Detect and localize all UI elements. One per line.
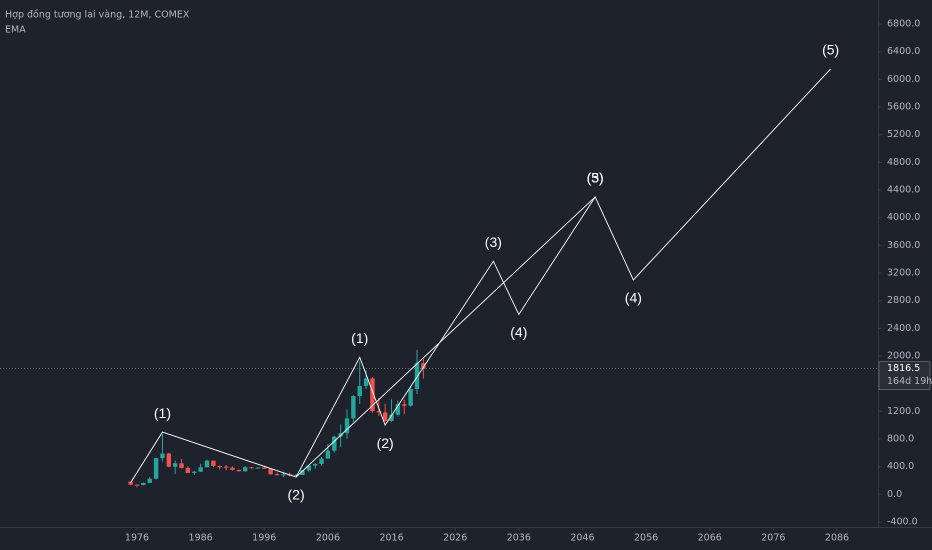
candle-body bbox=[179, 463, 184, 468]
candle-body bbox=[249, 467, 254, 469]
candle-body bbox=[281, 474, 286, 476]
candle-body bbox=[370, 378, 375, 412]
candle-body bbox=[134, 484, 140, 486]
candle-body bbox=[332, 436, 337, 451]
candle-body bbox=[204, 460, 210, 468]
y-tick-label: 4000.0 bbox=[887, 212, 920, 223]
x-tick-label: 2056 bbox=[634, 533, 658, 544]
y-tick-label: 2400.0 bbox=[887, 323, 920, 334]
y-tick-label: 3600.0 bbox=[887, 240, 920, 251]
candle-body bbox=[147, 478, 152, 483]
candle-body bbox=[211, 460, 216, 466]
x-tick-label: 2066 bbox=[698, 533, 722, 544]
candle-body bbox=[242, 467, 248, 472]
y-tick-label: 1200.0 bbox=[887, 406, 920, 417]
candle-body bbox=[185, 467, 191, 473]
candle-body bbox=[230, 467, 235, 470]
wave-label: (1) bbox=[351, 330, 368, 346]
candle-body bbox=[141, 482, 146, 485]
candle-body bbox=[351, 396, 356, 419]
candle-body bbox=[306, 465, 312, 471]
y-tick-label: 5200.0 bbox=[887, 129, 920, 140]
candle-body bbox=[274, 474, 280, 476]
candle-body bbox=[262, 467, 267, 469]
chart-title: Hợp đồng tương lai vàng, 12M, COMEX bbox=[5, 10, 190, 21]
y-tick-label: 4400.0 bbox=[887, 185, 920, 196]
y-tick-label: -400.0 bbox=[887, 517, 918, 528]
wave-label: (2) bbox=[377, 435, 394, 451]
candle-body bbox=[172, 463, 178, 467]
candle-body bbox=[319, 458, 324, 465]
candle-body bbox=[268, 468, 273, 475]
x-tick-label: 1996 bbox=[252, 533, 276, 544]
wave-label: (4) bbox=[625, 290, 642, 306]
candle-body bbox=[198, 467, 203, 472]
x-tick-label: 2086 bbox=[825, 533, 849, 544]
wave-label: (4) bbox=[510, 324, 527, 340]
wave-label: (3) bbox=[587, 170, 604, 186]
y-tick-label: 0.0 bbox=[887, 489, 902, 500]
candle-body bbox=[376, 411, 382, 413]
candle-body bbox=[236, 469, 242, 472]
candle-body bbox=[389, 414, 394, 421]
candle-body bbox=[414, 363, 420, 389]
y-tick-label: 400.0 bbox=[887, 461, 914, 472]
y-tick-label: 6800.0 bbox=[887, 19, 920, 30]
candle-body bbox=[402, 404, 407, 406]
countdown-label: 164d 19h bbox=[887, 376, 932, 387]
candle-body bbox=[344, 418, 350, 434]
candle-body bbox=[192, 471, 197, 473]
candle-body bbox=[128, 481, 133, 485]
candle-body bbox=[408, 388, 413, 406]
wave-label: (3) bbox=[485, 234, 502, 250]
candle-body bbox=[363, 378, 369, 387]
x-tick-label: 1976 bbox=[125, 533, 149, 544]
y-tick-label: 4800.0 bbox=[887, 157, 920, 168]
wave-label: (5) bbox=[587, 170, 604, 186]
y-tick-label: 2800.0 bbox=[887, 295, 920, 306]
wave-label: (5) bbox=[822, 42, 839, 58]
x-tick-label: 1986 bbox=[189, 533, 213, 544]
y-tick-label: 800.0 bbox=[887, 434, 914, 445]
candle-body bbox=[153, 458, 159, 479]
candle-body bbox=[166, 453, 172, 467]
wave-label: (2) bbox=[288, 487, 305, 503]
y-tick-label: 6400.0 bbox=[887, 46, 920, 57]
wave-line bbox=[295, 196, 596, 478]
candle-body bbox=[160, 453, 165, 459]
candle-body bbox=[382, 412, 388, 421]
x-tick-label: 2026 bbox=[443, 533, 467, 544]
candle-body bbox=[293, 475, 299, 477]
y-tick-label: 6000.0 bbox=[887, 74, 920, 85]
indicator-label: EMA bbox=[5, 25, 26, 36]
current-price-label: 1816.5 bbox=[887, 363, 920, 374]
y-tick-label: 3200.0 bbox=[887, 268, 920, 279]
y-tick-label: 5600.0 bbox=[887, 102, 920, 113]
candle-body bbox=[395, 404, 401, 415]
wave-label: (1) bbox=[154, 405, 171, 421]
candle-body bbox=[217, 465, 222, 467]
candle-body bbox=[300, 470, 305, 476]
candle-body bbox=[421, 363, 426, 369]
candle-body bbox=[357, 386, 362, 397]
x-tick-label: 2036 bbox=[507, 533, 531, 544]
x-tick-label: 2076 bbox=[761, 533, 785, 544]
candle-body bbox=[312, 464, 318, 466]
price-label-box bbox=[878, 361, 931, 390]
candle-body bbox=[223, 466, 229, 468]
y-tick-label: 2000.0 bbox=[887, 351, 920, 362]
x-tick-label: 2046 bbox=[570, 533, 594, 544]
candle-body bbox=[255, 467, 261, 469]
x-tick-label: 2016 bbox=[379, 533, 403, 544]
x-tick-label: 2006 bbox=[316, 533, 340, 544]
candle-body bbox=[325, 450, 331, 459]
